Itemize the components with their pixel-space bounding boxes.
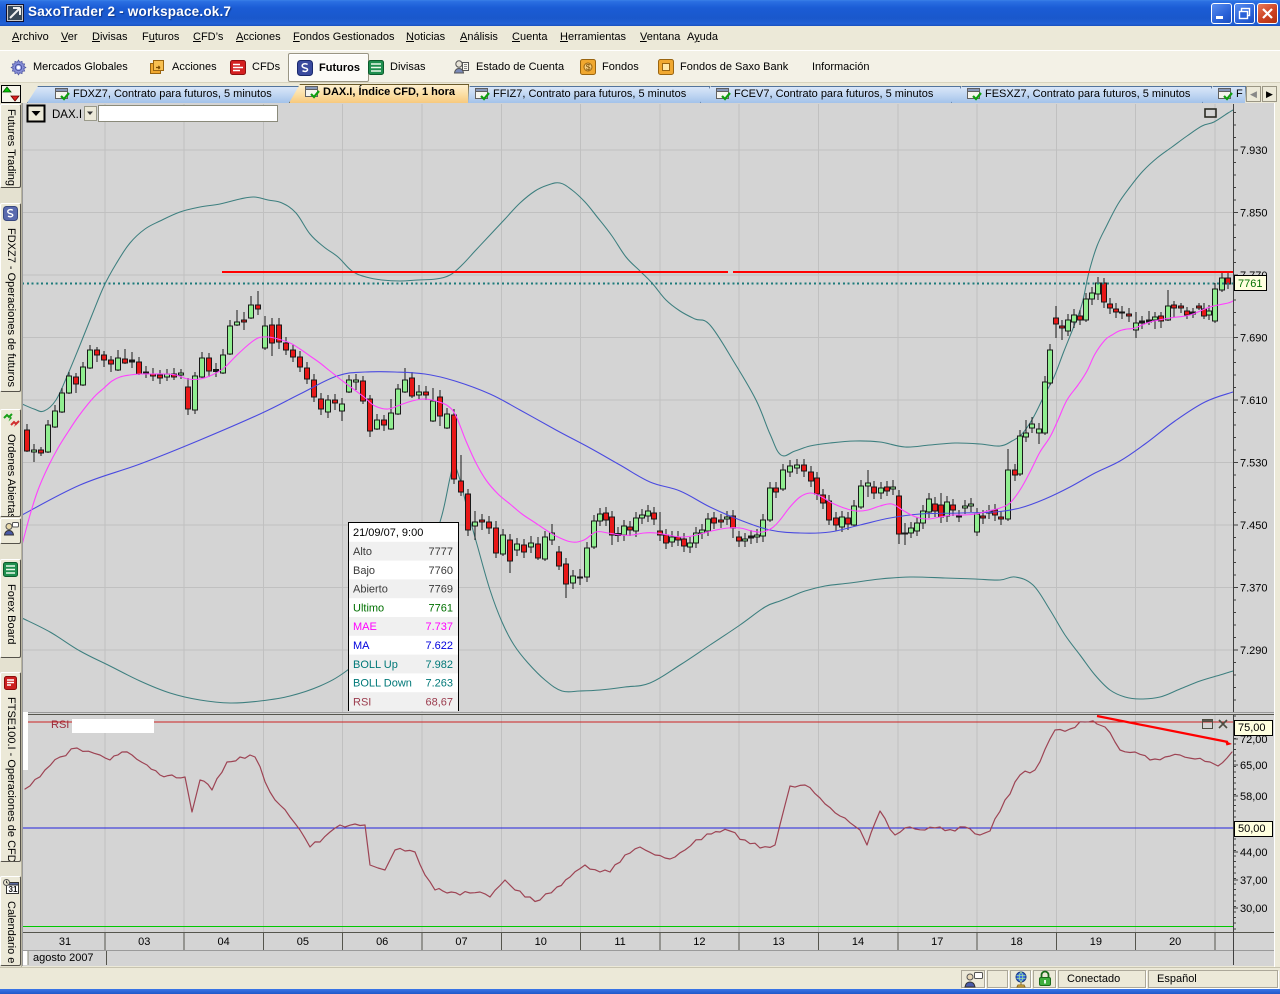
svg-text:75,00: 75,00 (1238, 722, 1266, 734)
svg-text:20: 20 (1169, 936, 1181, 948)
svg-text:44,00: 44,00 (1240, 847, 1268, 859)
svg-text:68,67: 68,67 (425, 696, 453, 708)
svg-text:21/09/07, 9:00: 21/09/07, 9:00 (353, 527, 423, 539)
svg-text:50,00: 50,00 (1238, 823, 1266, 835)
svg-text:MA: MA (353, 640, 370, 652)
svg-text:03: 03 (138, 936, 150, 948)
svg-text:7761: 7761 (1238, 278, 1262, 290)
svg-text:Ultimo: Ultimo (353, 602, 384, 614)
svg-text:7.450: 7.450 (1240, 520, 1268, 532)
svg-text:$: $ (586, 62, 591, 72)
svg-text:7.610: 7.610 (1240, 395, 1268, 407)
svg-text:07: 07 (455, 936, 467, 948)
svg-text:7769: 7769 (429, 584, 453, 596)
svg-text:7760: 7760 (429, 565, 453, 577)
svg-text:BOLL Down: BOLL Down (353, 678, 412, 690)
svg-text:7.930: 7.930 (1240, 145, 1268, 157)
svg-text:12: 12 (693, 936, 705, 948)
svg-text:7.622: 7.622 (425, 640, 453, 652)
svg-text:RSI: RSI (51, 719, 69, 731)
svg-text:11: 11 (614, 936, 625, 948)
svg-text:BOLL Up: BOLL Up (353, 659, 398, 671)
svg-text:10: 10 (535, 936, 547, 948)
svg-text:RSI: RSI (353, 696, 371, 708)
svg-text:72,00: 72,00 (1240, 734, 1268, 746)
svg-text:7.982: 7.982 (425, 659, 453, 671)
svg-text:19: 19 (1090, 936, 1102, 948)
svg-text:13: 13 (773, 936, 785, 948)
svg-text:06: 06 (376, 936, 388, 948)
svg-text:agosto 2007: agosto 2007 (33, 952, 94, 964)
svg-text:37,00: 37,00 (1240, 875, 1268, 887)
svg-text:7.690: 7.690 (1240, 333, 1268, 345)
svg-text:14: 14 (852, 936, 864, 948)
svg-text:7777: 7777 (429, 546, 453, 558)
svg-text:05: 05 (297, 936, 309, 948)
svg-text:7.370: 7.370 (1240, 583, 1268, 595)
svg-text:Abierto: Abierto (353, 584, 388, 596)
svg-text:Bajo: Bajo (353, 565, 375, 577)
svg-text:7.290: 7.290 (1240, 645, 1268, 657)
svg-text:7.530: 7.530 (1240, 458, 1268, 470)
svg-text:58,00: 58,00 (1240, 791, 1268, 803)
svg-text:17: 17 (931, 936, 943, 948)
svg-text:04: 04 (217, 936, 229, 948)
svg-text:18: 18 (1010, 936, 1022, 948)
svg-text:7761: 7761 (429, 602, 453, 614)
svg-text:MAE: MAE (353, 621, 377, 633)
svg-text:7.263: 7.263 (425, 678, 453, 690)
svg-text:7.737: 7.737 (425, 621, 453, 633)
svg-text:65,00: 65,00 (1240, 760, 1268, 772)
svg-text:DAX.I: DAX.I (52, 109, 82, 121)
svg-text:Alto: Alto (353, 546, 372, 558)
svg-text:30,00: 30,00 (1240, 903, 1268, 915)
svg-text:31: 31 (9, 885, 18, 894)
svg-text:31: 31 (59, 936, 71, 948)
svg-text:7.850: 7.850 (1240, 208, 1268, 220)
